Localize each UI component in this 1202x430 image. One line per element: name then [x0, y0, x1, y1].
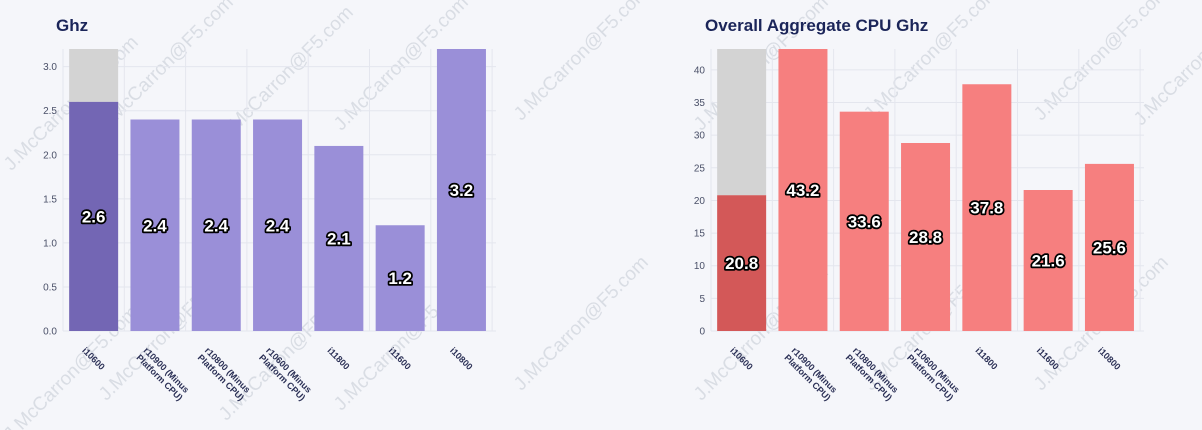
category-label: i10800: [448, 345, 475, 372]
y-tick-label: 2.0: [43, 150, 57, 161]
category-label: i11600: [1035, 345, 1061, 371]
category-label-line: i10800: [448, 345, 475, 372]
y-tick-label: 10: [694, 261, 706, 272]
y-tick-label: 0.0: [43, 327, 57, 338]
category-label-line: i11600: [1035, 345, 1061, 371]
y-tick-label: 1.0: [43, 238, 57, 249]
data-label: 2.6: [82, 207, 106, 226]
category-label: r10900 (MinusPlatform CPU): [782, 345, 839, 402]
category-label: r10800 (MinusPlatform CPU): [196, 345, 253, 402]
y-tick-label: 20: [694, 196, 706, 207]
y-tick-label: 3.0: [43, 62, 57, 73]
bar: [191, 119, 241, 331]
y-tick-label: 1.5: [43, 194, 57, 205]
data-label: 3.2: [450, 181, 474, 200]
bar: [436, 49, 486, 331]
category-label: i10600: [80, 345, 107, 372]
category-label: i10600: [728, 345, 755, 372]
bar: [717, 195, 767, 331]
category-label: r10600 (MinusPlatform CPU): [257, 345, 314, 402]
bar: [375, 225, 425, 331]
bar: [839, 111, 889, 332]
category-label: i11600: [387, 345, 413, 371]
category-label-line: i11800: [325, 345, 351, 371]
bar: [69, 101, 119, 331]
y-tick-label: 0.5: [43, 282, 57, 293]
data-label: 28.8: [909, 228, 942, 247]
category-label-line: i11800: [973, 345, 999, 371]
y-tick-label: 35: [694, 98, 706, 109]
ghz-chart-panel: Ghz 0.0 0.5 1.0 1.5 2.0 2.5 3.0 2.6 i10600 2.4 r10…: [43, 16, 496, 403]
bar: [1023, 190, 1073, 331]
bar: [1084, 163, 1134, 331]
aggregate-chart-panel: Overall Aggregate CPU Ghz 0 5 10 15 20 25 30 35…: [601, 0, 1202, 430]
data-label: 2.4: [204, 216, 228, 235]
category-label: i10800: [1096, 345, 1123, 372]
data-label: 21.6: [1032, 252, 1065, 271]
data-label: 43.2: [786, 181, 819, 200]
data-label: 2.4: [143, 216, 167, 235]
data-label: 25.6: [1093, 238, 1126, 257]
y-tick-label: 2.5: [43, 106, 57, 117]
y-tick-label: 40: [694, 65, 706, 76]
data-label: 20.8: [725, 254, 758, 273]
ghz-bar-chart: 0.0 0.5 1.0 1.5 2.0 2.5 3.0 2.6 i10600 2.4 r10900 …: [43, 49, 496, 403]
y-tick-label: 5: [699, 294, 705, 305]
y-tick-label: 30: [694, 131, 706, 142]
category-label-line: i10800: [1096, 345, 1123, 372]
category-label-line: i10600: [728, 345, 755, 372]
chart-title: Ghz: [56, 16, 89, 35]
category-label: i11800: [973, 345, 999, 371]
chart-title: Overall Aggregate CPU Ghz: [705, 16, 929, 35]
category-label: i11800: [325, 345, 351, 371]
bar: [901, 143, 951, 331]
bar: [962, 84, 1012, 331]
highlight-overflow-bar: [69, 49, 119, 102]
data-label: 2.1: [327, 229, 351, 248]
data-label: 2.4: [266, 216, 290, 235]
aggregate-ghz-bar-chart: 0 5 10 15 20 25 30 35 40 20.8 i10600 43.2 r10900 (Mi…: [694, 49, 1144, 403]
data-label: 1.2: [388, 269, 412, 288]
bar: [253, 119, 303, 331]
bar: [314, 145, 364, 331]
bar: [778, 49, 828, 331]
y-tick-label: 0: [699, 327, 705, 338]
y-tick-label: 15: [694, 229, 706, 240]
y-tick-label: 25: [694, 163, 706, 174]
category-label: r10600 (MinusPlatform CPU): [905, 345, 962, 402]
category-label-line: i10600: [80, 345, 107, 372]
category-label: r10900 (MinusPlatform CPU): [134, 345, 191, 402]
data-label: 33.6: [848, 212, 881, 231]
highlight-overflow-bar: [717, 49, 767, 196]
bar: [130, 119, 180, 331]
data-label: 37.8: [970, 199, 1003, 218]
category-label-line: i11600: [387, 345, 413, 371]
category-label: r10800 (MinusPlatform CPU): [844, 345, 901, 402]
